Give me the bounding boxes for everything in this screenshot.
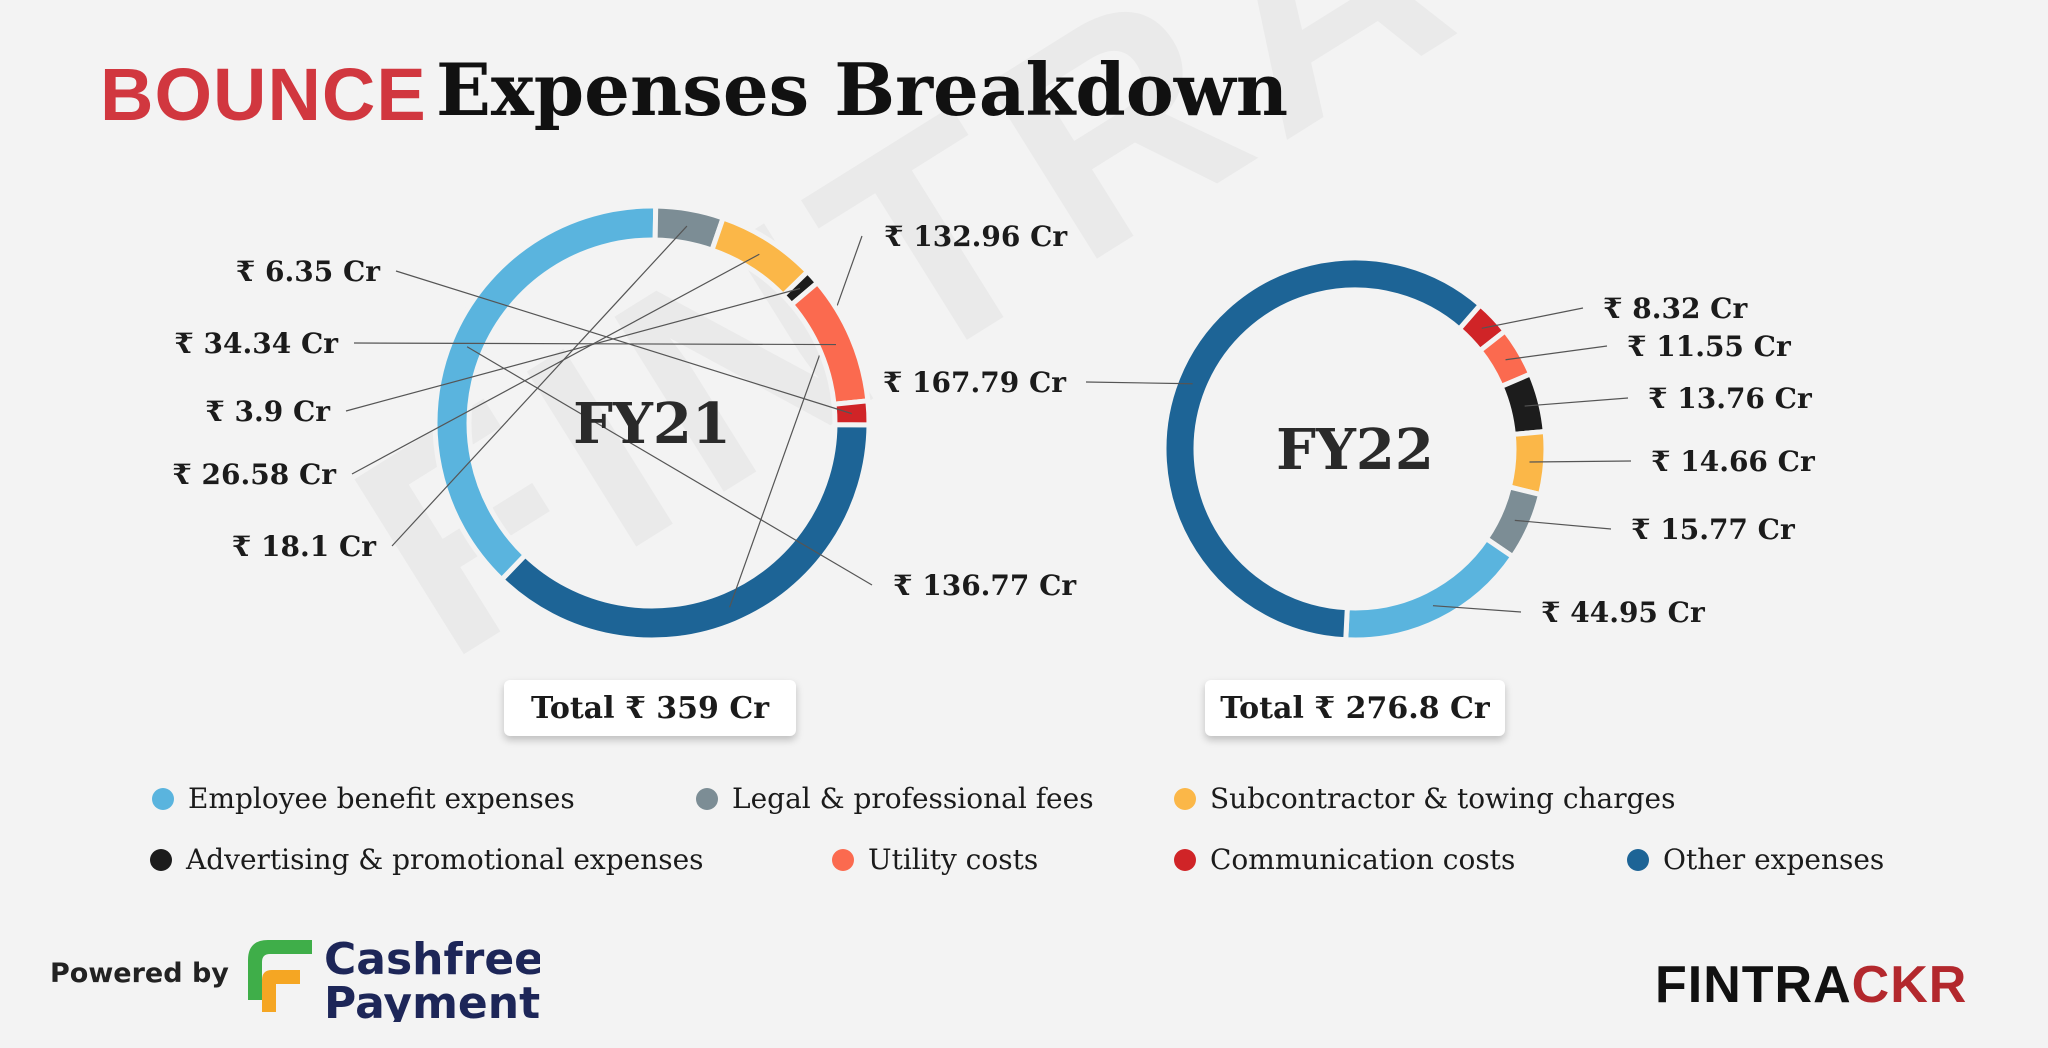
data-label: ₹ 136.77 Cr xyxy=(893,569,1077,602)
powered-by-label: Powered by xyxy=(50,958,229,989)
legend-dot-icon xyxy=(150,848,172,871)
slice-advertising-and-promotional-expenses xyxy=(1497,370,1548,438)
data-label: ₹ 15.77 Cr xyxy=(1631,513,1796,546)
slice-other-expenses xyxy=(1161,255,1484,643)
legend-item-utility: Utility costs xyxy=(832,843,1038,876)
legend-label: Utility costs xyxy=(868,843,1039,876)
leader-line xyxy=(466,346,873,586)
leader-line xyxy=(353,342,836,346)
total-fy22: Total ₹ 276.8 Cr xyxy=(1205,680,1505,736)
total-fy21: Total ₹ 359 Cr xyxy=(504,680,796,736)
data-label: ₹ 18.1 Cr xyxy=(232,530,377,563)
slice-communication-costs xyxy=(831,398,872,428)
legend-dot-icon xyxy=(1174,787,1196,810)
leader-line xyxy=(1505,345,1608,361)
data-label: ₹ 8.32 Cr xyxy=(1603,292,1748,325)
legend-item-legal: Legal & professional fees xyxy=(696,782,1094,815)
data-label: ₹ 44.95 Cr xyxy=(1541,596,1706,629)
slice-subcontractor-and-towing-charges xyxy=(1506,428,1549,498)
legend-dot-icon xyxy=(832,848,854,871)
sponsor-name-line1: Cashfree xyxy=(324,934,540,985)
leader-line xyxy=(391,225,688,547)
legend-label: Employee benefit expenses xyxy=(188,782,575,815)
donut-center-label: FY22 xyxy=(1276,417,1434,483)
legend-item-other: Other expenses xyxy=(1627,843,1884,876)
sponsor-name-line2: Payments xyxy=(324,978,540,1022)
data-label: ₹ 34.34 Cr xyxy=(174,327,339,360)
slice-utility-costs xyxy=(788,279,871,408)
leader-line xyxy=(1514,519,1612,530)
logo-part: KR xyxy=(1890,956,1968,1014)
data-label: ₹ 14.66 Cr xyxy=(1651,445,1816,478)
legend-label: Other expenses xyxy=(1663,843,1885,876)
legend-item-employee: Employee benefit expenses xyxy=(152,782,575,815)
legend-label: Advertising & promotional expenses xyxy=(186,843,704,876)
donut-center-label: FY21 xyxy=(573,391,731,457)
donut-fy22: ₹ 8.32 Cr ₹ 11.55 Cr ₹ 13.76 Cr ₹ 14.66 Cr ₹… xyxy=(883,255,1816,643)
legend-dot-icon xyxy=(1627,848,1649,871)
leader-line xyxy=(729,235,863,608)
sponsor-mark-icon xyxy=(248,940,312,1012)
slice-employee-benefit-expenses xyxy=(1343,535,1517,643)
data-label: ₹ 11.55 Cr xyxy=(1627,330,1792,363)
brand-logo: BOUNCE xyxy=(100,53,427,136)
legend-dot-icon xyxy=(152,787,174,810)
logo-mark: C xyxy=(1851,956,1891,1014)
data-label: ₹ 132.96 Cr xyxy=(884,220,1068,253)
legend-label: Subcontractor & towing charges xyxy=(1210,782,1676,815)
page-title: Expenses Breakdown xyxy=(436,47,1289,132)
sponsor-logo: Cashfree Payments xyxy=(248,934,540,1022)
leader-line xyxy=(1524,397,1629,407)
legend-item-communication: Communication costs xyxy=(1174,843,1515,876)
leader-line xyxy=(1481,307,1584,329)
legend-label: Communication costs xyxy=(1210,843,1516,876)
logo-part: FINTRA xyxy=(1655,956,1852,1014)
data-label: ₹ 167.79 Cr xyxy=(883,366,1067,399)
leader-line xyxy=(351,253,760,475)
donut-fy21: ₹ 132.96 Cr ₹ 136.77 Cr ₹ 18.1 Cr ₹ 26.58 C… xyxy=(172,203,1077,643)
leader-line xyxy=(1432,605,1522,613)
leader-line xyxy=(1085,381,1193,385)
data-label: ₹ 3.9 Cr xyxy=(205,395,331,428)
data-label: ₹ 6.35 Cr xyxy=(236,255,381,288)
leader-line xyxy=(345,287,801,412)
legend-item-advertising: Advertising & promotional expenses xyxy=(150,843,704,876)
legend-label: Legal & professional fees xyxy=(732,782,1094,815)
leader-line xyxy=(395,270,852,415)
legend-dot-icon xyxy=(696,787,718,810)
data-label: ₹ 13.76 Cr xyxy=(1648,382,1813,415)
legend-item-subcontractor: Subcontractor & towing charges xyxy=(1174,782,1676,815)
legend-dot-icon xyxy=(1174,848,1196,871)
leader-line xyxy=(1529,460,1632,463)
data-label: ₹ 26.58 Cr xyxy=(172,458,337,491)
fintrackr-logo: FINTRACKR xyxy=(1655,955,1967,1015)
